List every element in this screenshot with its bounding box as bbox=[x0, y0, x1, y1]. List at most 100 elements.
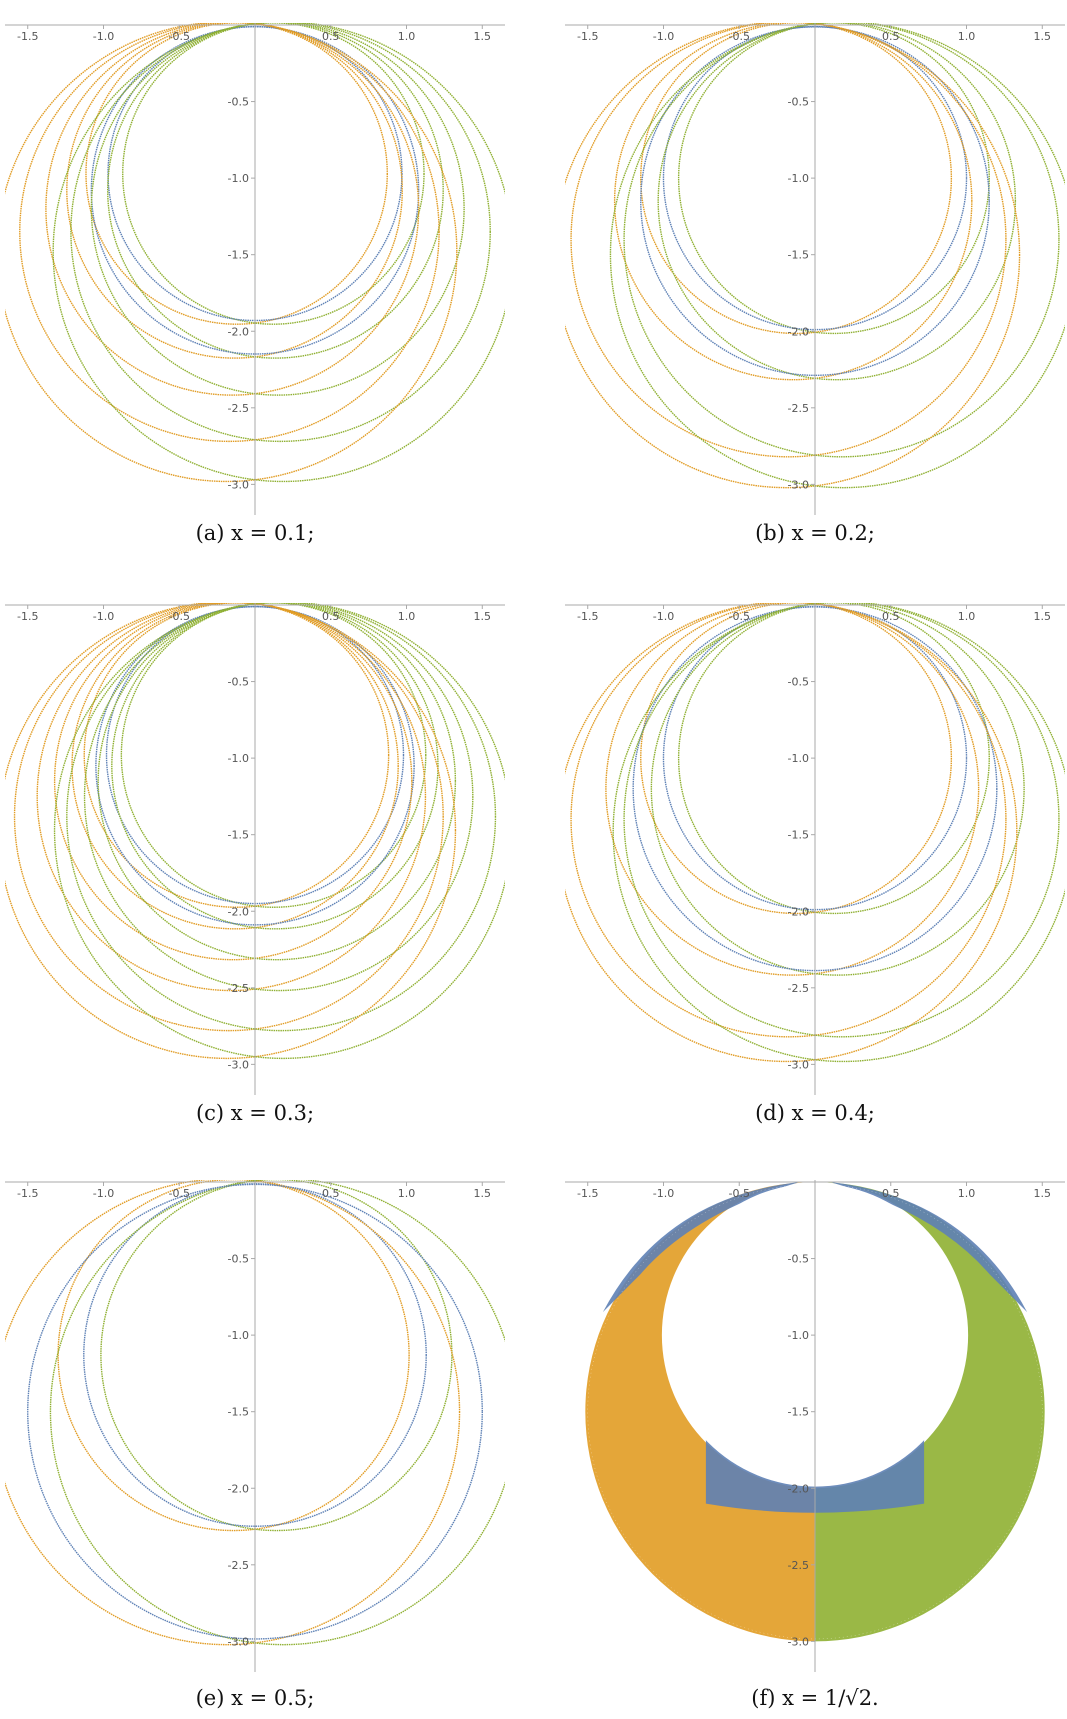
orange-curve bbox=[640, 603, 953, 915]
green-curve bbox=[650, 603, 1025, 976]
x-tick-label: -1.0 bbox=[93, 610, 114, 623]
x-tick-label: 0.5 bbox=[882, 30, 900, 43]
x-tick-label: 0.5 bbox=[882, 1187, 900, 1200]
y-tick-label: -0.5 bbox=[228, 1253, 249, 1266]
green-curve bbox=[107, 23, 444, 359]
plot-area bbox=[5, 1180, 505, 1646]
y-tick-label: -2.0 bbox=[228, 1482, 249, 1495]
orange-curve bbox=[570, 603, 1007, 1038]
y-tick-label: -1.0 bbox=[788, 1329, 809, 1342]
x-tick-label: -0.5 bbox=[169, 1187, 190, 1200]
y-tick-label: -1.5 bbox=[788, 1406, 809, 1419]
plot-area bbox=[565, 23, 1065, 489]
orange-curve bbox=[605, 603, 980, 976]
y-tick-label: -1.0 bbox=[228, 1329, 249, 1342]
y-tick-label: -3.0 bbox=[788, 478, 809, 491]
orange-curve bbox=[5, 603, 457, 1060]
y-tick-label: -3.0 bbox=[788, 1058, 809, 1071]
x-tick-label: -0.5 bbox=[729, 610, 750, 623]
orange-curve bbox=[570, 23, 1007, 458]
orange-curve bbox=[71, 603, 399, 930]
y-tick-label: -1.0 bbox=[788, 752, 809, 765]
x-tick-label: 1.5 bbox=[1034, 1187, 1052, 1200]
caption: (f) x = 1/√2. bbox=[751, 1686, 878, 1710]
orange-curve bbox=[565, 603, 1018, 1063]
x-tick-label: -0.5 bbox=[169, 610, 190, 623]
x-tick-label: -0.5 bbox=[729, 30, 750, 43]
orange-curve bbox=[45, 23, 420, 396]
green-curve bbox=[97, 603, 457, 961]
x-tick-label: 1.0 bbox=[398, 1187, 416, 1200]
region-orange bbox=[585, 1182, 815, 1642]
orange-curve bbox=[57, 1180, 410, 1532]
x-tick-label: 0.5 bbox=[882, 610, 900, 623]
plot-area bbox=[5, 23, 505, 483]
y-tick-label: -3.0 bbox=[228, 1635, 249, 1648]
caption: (d) x = 0.4; bbox=[755, 1101, 875, 1125]
x-tick-label: 1.0 bbox=[958, 1187, 976, 1200]
panel-b: -1.5 -1.0 -0.5 0.5 1.0 1.5 -0.5 -1.0 -1.5 -2.0 -2.… bbox=[565, 23, 1065, 545]
green-curve bbox=[111, 603, 439, 930]
y-tick-label: -2.5 bbox=[228, 982, 249, 995]
x-tick-label: 0.5 bbox=[322, 30, 340, 43]
y-tick-label: -2.0 bbox=[788, 905, 809, 918]
x-tick-label: 1.5 bbox=[474, 610, 492, 623]
panel-e: -1.5 -1.0 -0.5 0.5 1.0 1.5 -0.5 -1.0 -1.5 -2.0 -2.… bbox=[5, 1180, 505, 1710]
orange-curve bbox=[5, 1180, 461, 1646]
y-tick-label: -1.5 bbox=[228, 1406, 249, 1419]
x-tick-label: 0.5 bbox=[322, 610, 340, 623]
y-tick-label: -0.5 bbox=[228, 96, 249, 109]
y-tick-label: -2.5 bbox=[228, 402, 249, 415]
x-tick-label: 1.0 bbox=[958, 610, 976, 623]
y-tick-label: -2.5 bbox=[788, 982, 809, 995]
x-tick-label: 1.0 bbox=[398, 30, 416, 43]
green-curve bbox=[122, 23, 425, 325]
x-tick-label: -1.0 bbox=[653, 610, 674, 623]
green-curve bbox=[623, 23, 1060, 458]
panel-d: -1.5 -1.0 -0.5 0.5 1.0 1.5 -0.5 -1.0 -1.5 -2.0 -2.… bbox=[565, 603, 1065, 1125]
green-curve bbox=[657, 23, 1017, 381]
green-curve bbox=[90, 23, 465, 396]
y-tick-label: -2.0 bbox=[228, 325, 249, 338]
orange-curve bbox=[5, 23, 458, 483]
y-tick-label: -1.0 bbox=[228, 752, 249, 765]
x-tick-label: 1.5 bbox=[474, 1187, 492, 1200]
x-tick-label: 1.0 bbox=[958, 30, 976, 43]
x-tick-label: -1.5 bbox=[577, 30, 598, 43]
orange-curve bbox=[13, 603, 444, 1032]
x-tick-label: -1.5 bbox=[17, 610, 38, 623]
x-tick-label: 1.0 bbox=[398, 610, 416, 623]
green-curve bbox=[609, 23, 1065, 489]
green-curve bbox=[100, 1180, 453, 1532]
panel-f: -1.5 -1.0 -0.5 0.5 1.0 1.5 -0.5 -1.0 -1.5 -2.0 -2.… bbox=[565, 1180, 1065, 1710]
y-tick-label: -2.5 bbox=[788, 1559, 809, 1572]
green-curve bbox=[52, 23, 505, 483]
green-curve bbox=[677, 23, 990, 335]
panel-a: -1.5 -1.0 -0.5 0.5 1.0 1.5 -0.5 -1.0 -1.5 -2.0 -2.… bbox=[5, 23, 505, 545]
orange-curve bbox=[85, 23, 388, 325]
green-curve bbox=[66, 603, 497, 1032]
caption: (b) x = 0.2; bbox=[755, 521, 875, 545]
y-tick-label: -1.5 bbox=[788, 249, 809, 262]
green-curve bbox=[623, 603, 1060, 1038]
y-tick-label: -2.0 bbox=[228, 905, 249, 918]
orange-curve bbox=[565, 23, 1021, 489]
green-curve bbox=[120, 603, 427, 908]
x-tick-label: -1.5 bbox=[577, 1187, 598, 1200]
orange-curve bbox=[53, 603, 413, 961]
x-tick-label: -1.0 bbox=[93, 1187, 114, 1200]
y-tick-label: -3.0 bbox=[228, 478, 249, 491]
orange-curve bbox=[66, 23, 403, 359]
x-tick-label: 0.5 bbox=[322, 1187, 340, 1200]
green-curve bbox=[612, 603, 1065, 1063]
x-tick-label: -1.5 bbox=[17, 30, 38, 43]
green-curve bbox=[49, 1180, 505, 1646]
y-tick-label: -0.5 bbox=[228, 676, 249, 689]
x-tick-label: -1.5 bbox=[17, 1187, 38, 1200]
orange-curve bbox=[640, 23, 953, 335]
y-tick-label: -1.0 bbox=[788, 172, 809, 185]
y-tick-label: -2.0 bbox=[788, 325, 809, 338]
x-tick-label: -0.5 bbox=[169, 30, 190, 43]
y-tick-label: -2.5 bbox=[228, 1559, 249, 1572]
